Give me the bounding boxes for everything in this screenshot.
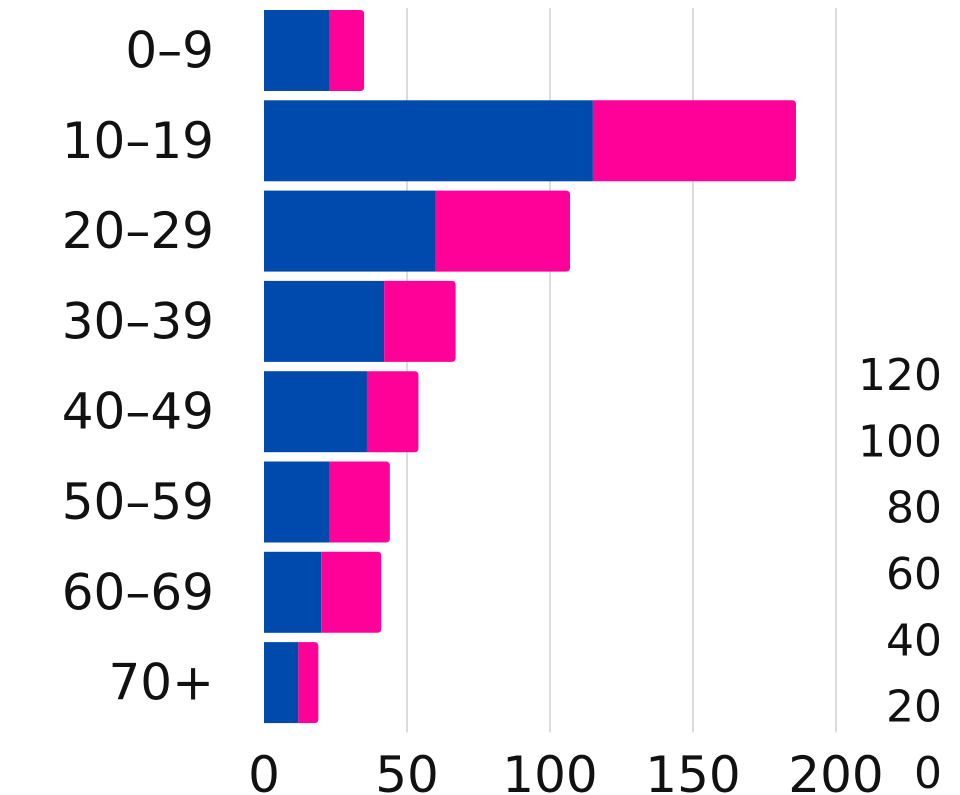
bar-segment-series-2 [329, 10, 365, 91]
category-label: 70+ [108, 654, 214, 712]
x-tick-label: 100 [502, 746, 597, 795]
bar-segment-series-2 [321, 551, 382, 633]
category-label: 20–29 [62, 202, 214, 260]
bar-segment-series-2 [329, 461, 390, 543]
bar-segment-series-1 [264, 642, 299, 724]
x-axis-ticks: 0 50 100 150 200 [248, 746, 884, 795]
x-tick-label: 50 [375, 746, 439, 795]
bar-segment-series-2 [592, 100, 796, 182]
right-axis-label: 60 [886, 549, 942, 600]
bar-segment-series-1 [264, 100, 593, 182]
right-axis-labels: 120 100 80 60 40 20 0 [858, 350, 942, 795]
bar-segment-series-1 [264, 280, 385, 362]
x-tick-label: 150 [645, 746, 740, 795]
bar-segment-series-2 [298, 642, 319, 724]
category-label: 10–19 [62, 112, 214, 170]
right-axis-label: 80 [886, 483, 942, 534]
category-label: 0–9 [125, 22, 214, 80]
category-label: 60–69 [62, 563, 214, 621]
x-tick-label: 200 [788, 746, 883, 795]
bar-segment-series-1 [264, 10, 330, 91]
bar-segment-series-2 [435, 190, 571, 272]
category-labels: 0–9 10–19 20–29 30–39 40–49 50–59 60–69 70+ [62, 22, 214, 712]
bars [264, 10, 796, 724]
category-label: 30–39 [62, 292, 214, 350]
right-axis-label: 20 [886, 682, 942, 733]
bar-segment-series-2 [384, 280, 456, 362]
right-axis-label: 0 [914, 748, 942, 795]
bar-segment-series-1 [264, 551, 322, 633]
bar-segment-series-1 [264, 461, 330, 543]
bar-segment-series-1 [264, 190, 436, 272]
right-axis-label: 100 [858, 416, 942, 467]
bar-segment-series-1 [264, 371, 367, 453]
right-axis-label: 40 [886, 615, 942, 666]
bar-segment-series-2 [366, 371, 419, 453]
x-tick-label: 0 [248, 746, 280, 795]
category-label: 40–49 [62, 383, 214, 441]
category-label: 50–59 [62, 473, 214, 531]
right-axis-label: 120 [858, 350, 942, 401]
